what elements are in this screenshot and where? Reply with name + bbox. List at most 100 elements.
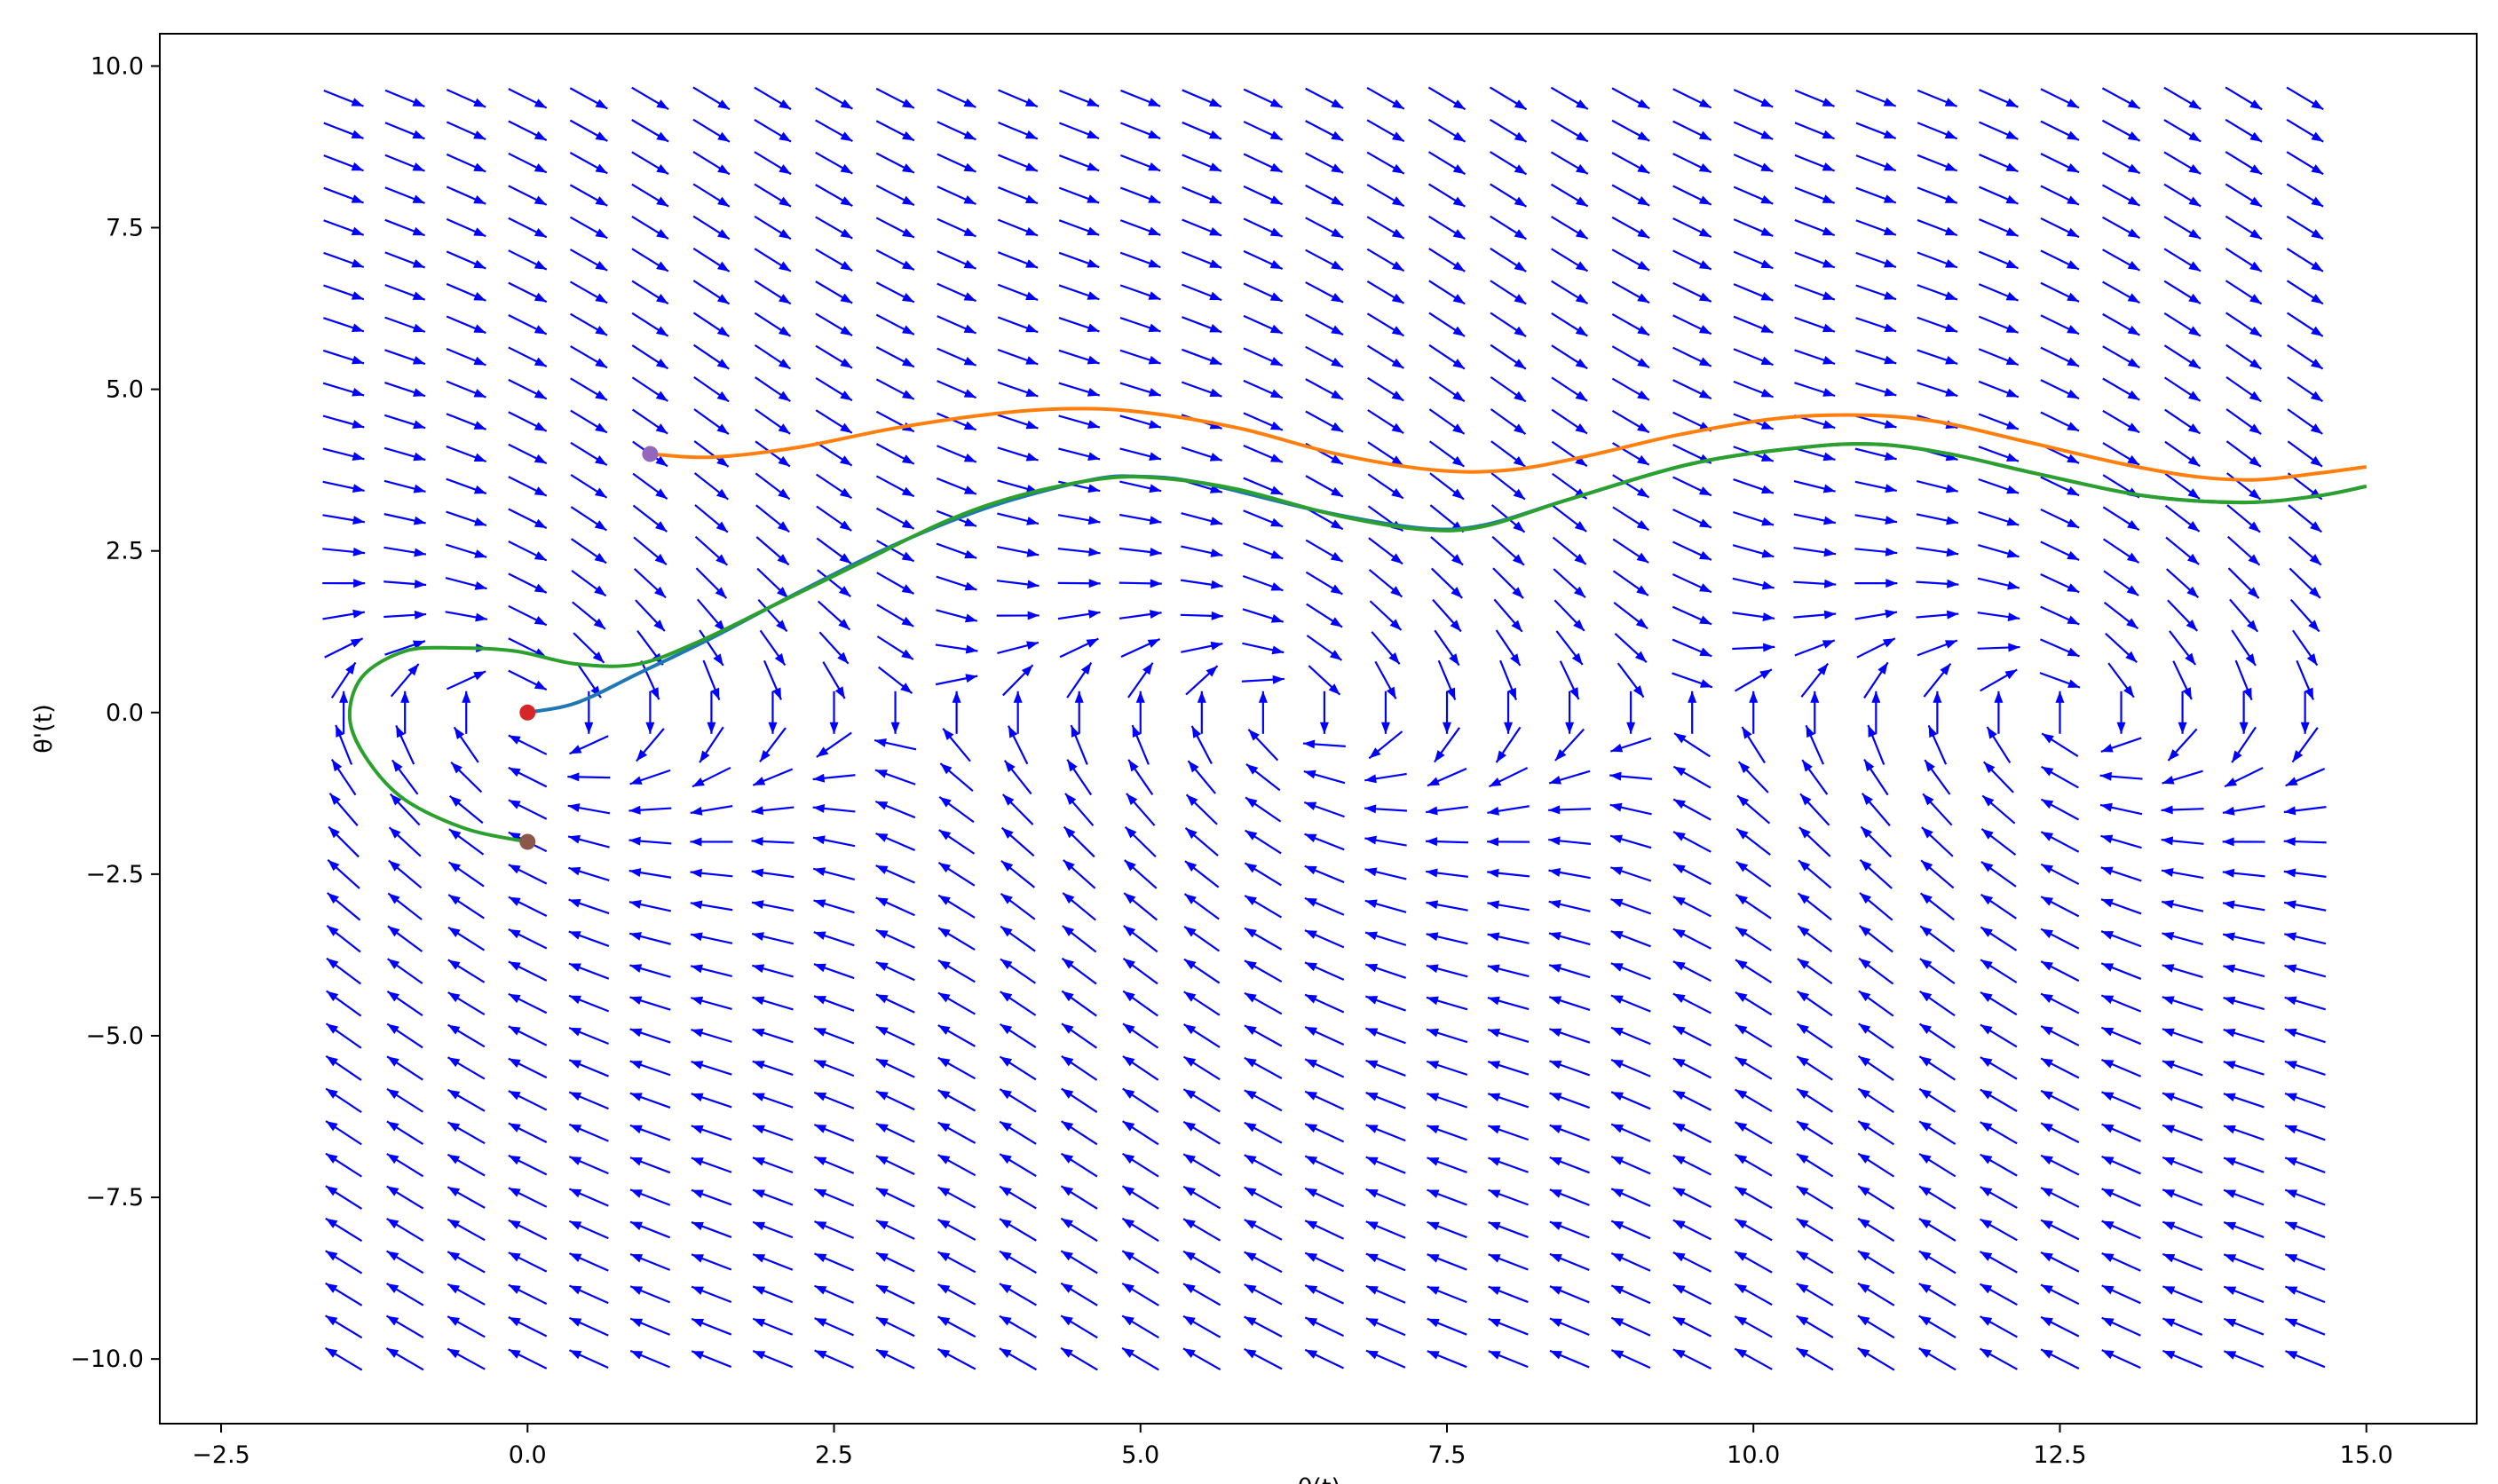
field-arrow-head — [1488, 1093, 1501, 1102]
field-arrow-head — [2188, 196, 2202, 207]
field-arrow-head — [534, 99, 547, 108]
field-arrow-head — [1269, 162, 1283, 172]
field-arrow-head — [964, 613, 977, 623]
field-arrow-head — [2306, 653, 2318, 666]
field-arrow-head — [1858, 1121, 1870, 1132]
field-arrow-head — [840, 99, 853, 109]
field-arrow-head — [1391, 358, 1404, 368]
y-axis-label: θ'(t) — [30, 704, 58, 754]
field-arrow-head — [1822, 484, 1836, 493]
field-arrow-head — [1331, 163, 1344, 173]
field-arrow-head — [473, 389, 486, 398]
field-arrow-head — [1637, 260, 1650, 271]
field-arrow-head — [1797, 1088, 1809, 1100]
field-arrow-head — [1488, 1254, 1501, 1263]
x-tick-label: 2.5 — [815, 1441, 853, 1469]
field-arrow-head — [473, 453, 486, 462]
field-arrow-head — [595, 390, 607, 400]
field-arrow-head — [447, 1057, 461, 1068]
field-arrow-head — [1087, 98, 1100, 107]
field-arrow-head — [814, 1156, 827, 1166]
field-arrow-head — [473, 98, 486, 107]
field-arrow-head — [2249, 261, 2262, 272]
field-arrow-head — [1637, 390, 1649, 400]
field-arrow-head — [569, 1253, 582, 1263]
field-arrow-head — [595, 293, 608, 304]
field-arrow-head — [1735, 1348, 1748, 1359]
field-arrow-head — [331, 759, 343, 772]
field-arrow-head — [937, 1316, 951, 1326]
field-arrow-head — [447, 1089, 461, 1100]
field-arrow-head — [1304, 801, 1317, 811]
field-arrow-head — [2041, 1090, 2053, 1101]
field-arrow-head — [473, 356, 486, 366]
field-arrow-head — [2224, 1286, 2237, 1295]
field-arrow-head — [1148, 258, 1161, 268]
field-arrow-head — [1122, 1251, 1134, 1261]
field-arrow-head — [2249, 359, 2262, 369]
field-arrow-head — [1364, 804, 1377, 814]
field-arrow-head — [1125, 826, 1137, 839]
field-arrow-head — [2311, 99, 2324, 110]
field-arrow-head — [2310, 391, 2323, 402]
field-arrow-head — [508, 1155, 521, 1165]
field-arrow-head — [2162, 1157, 2176, 1166]
field-arrow-head — [656, 131, 669, 142]
field-arrow-head — [2311, 131, 2324, 142]
field-arrow-head — [630, 1318, 644, 1328]
field-arrow-head — [1822, 226, 1835, 236]
field-arrow-head — [690, 868, 702, 878]
field-arrow-head — [875, 994, 889, 1004]
field-arrow-head — [325, 1347, 338, 1358]
field-arrow-head — [508, 735, 521, 745]
field-arrow-head — [534, 195, 547, 205]
field-arrow-head — [352, 484, 365, 493]
field-arrow-head — [1088, 579, 1101, 588]
field-arrow-head — [656, 228, 668, 240]
field-arrow-head — [937, 1348, 951, 1359]
field-arrow-head — [1883, 194, 1896, 203]
field-arrow-head — [716, 261, 730, 272]
field-arrow-head — [691, 1157, 704, 1166]
field-arrow-head — [2249, 131, 2263, 142]
field-arrow-head — [1735, 927, 1748, 937]
field-arrow-head — [1574, 553, 1586, 564]
field-arrow-head — [1000, 959, 1013, 970]
initial-point-3 — [519, 833, 536, 850]
field-arrow-head — [2041, 1284, 2053, 1294]
field-arrow-head — [2101, 1092, 2115, 1101]
field-arrow-head — [1269, 227, 1283, 237]
field-arrow-head — [1148, 355, 1161, 365]
field-arrow-head — [1760, 227, 1774, 236]
field-arrow-head — [753, 1254, 766, 1263]
field-arrow-head — [1126, 793, 1138, 806]
field-arrow-head — [1209, 259, 1222, 268]
field-arrow-head — [568, 866, 581, 876]
field-arrow-head — [875, 1349, 889, 1359]
x-tick-label: 5.0 — [1121, 1441, 1159, 1469]
field-arrow-head — [1488, 1029, 1500, 1038]
field-arrow-head — [1796, 1251, 1809, 1261]
field-arrow-head — [1426, 932, 1439, 942]
field-arrow-head — [1549, 1318, 1562, 1328]
field-arrow-head — [1365, 1285, 1379, 1295]
field-arrow-head — [1062, 991, 1074, 1002]
field-arrow-head — [1148, 226, 1161, 236]
field-arrow-head — [902, 260, 914, 271]
field-arrow-head — [939, 796, 952, 808]
field-arrow-head — [1390, 586, 1403, 597]
field-arrow-head — [2162, 1253, 2176, 1263]
field-arrow-head — [534, 422, 547, 431]
field-arrow-head — [1823, 579, 1837, 588]
field-arrow-head — [717, 196, 730, 207]
field-arrow-head — [1672, 896, 1686, 906]
field-arrow-head — [1209, 324, 1222, 333]
field-arrow-head — [1944, 162, 1957, 171]
field-arrow-head — [2188, 131, 2202, 142]
field-arrow-head — [777, 521, 790, 533]
field-arrow-head — [902, 130, 914, 141]
field-arrow-head — [1823, 516, 1836, 525]
field-arrow-head — [1452, 261, 1466, 272]
field-arrow-head — [752, 1093, 765, 1101]
field-arrow-head — [1487, 806, 1499, 816]
